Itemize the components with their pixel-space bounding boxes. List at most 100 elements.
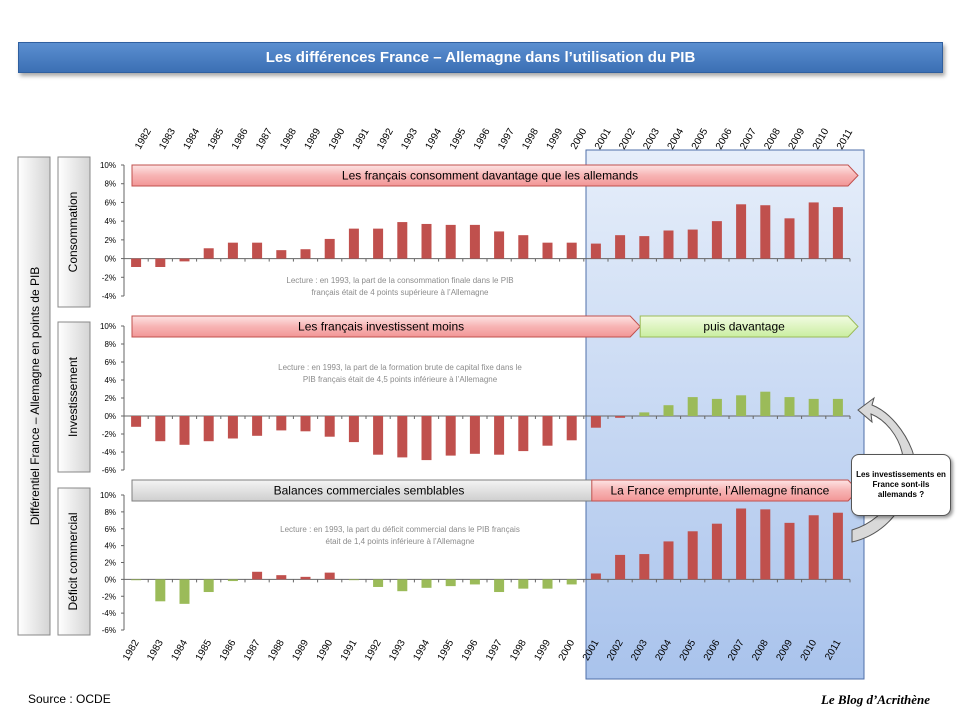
bar <box>687 397 698 416</box>
highlight-region <box>585 149 865 680</box>
bar <box>711 523 722 580</box>
annotation-text: était de 1,4 points inférieure à l’Allem… <box>326 537 476 546</box>
bar <box>518 579 529 589</box>
panel-label: Consommation <box>66 192 80 273</box>
y-tick-label: 8% <box>104 180 116 189</box>
x-tick-label: 1992 <box>375 126 396 151</box>
bar <box>784 218 795 259</box>
x-tick-label: 2003 <box>641 126 662 151</box>
ylabel: Différentiel France – Allemagne en point… <box>28 267 42 526</box>
panel-3: Déficit commercial 10% 8% 6% 4% 2% 0% -2% -4% -6%… <box>57 479 859 636</box>
y-tick-label: -2% <box>102 430 116 439</box>
bar <box>760 205 771 259</box>
bar <box>348 579 359 581</box>
bar <box>252 571 263 580</box>
x-tick-label: 1996 <box>460 638 481 663</box>
y-tick-label: 10% <box>100 161 116 170</box>
y-tick-label: 6% <box>104 198 116 207</box>
bar <box>421 416 432 461</box>
bar <box>639 412 650 416</box>
bar <box>687 229 698 259</box>
y-tick-label: 2% <box>104 394 116 403</box>
bar <box>324 572 335 580</box>
bar <box>615 416 626 418</box>
bar <box>469 224 480 259</box>
bar <box>687 531 698 580</box>
bar <box>227 242 238 259</box>
bar <box>663 230 674 259</box>
y-tick-label: -4% <box>102 292 116 301</box>
x-tick-label: 1997 <box>496 126 517 151</box>
bar <box>179 416 190 445</box>
x-tick-label: 1999 <box>532 638 553 663</box>
bar <box>615 554 626 580</box>
x-tick-label: 1993 <box>399 126 420 151</box>
banner-label: Balances commerciales semblables <box>274 484 465 498</box>
x-tick-label: 1994 <box>424 126 445 151</box>
y-tick-label: 8% <box>104 508 116 517</box>
bar <box>203 416 214 442</box>
bar <box>276 416 287 431</box>
bar <box>566 242 577 259</box>
x-tick-label: 1995 <box>436 638 457 663</box>
bar <box>542 242 553 259</box>
bar <box>445 579 456 587</box>
panel-1: Consommation 10% 8% 6% 4% 2% 0% -2% -4% Les franç… <box>57 156 859 308</box>
bar <box>518 235 529 259</box>
x-tick-label: 2010 <box>811 126 832 151</box>
x-tick-label: 1985 <box>206 126 227 151</box>
bar <box>590 573 601 580</box>
x-tick-label: 1998 <box>520 126 541 151</box>
bar <box>445 224 456 259</box>
y-tick-label: 0% <box>104 412 116 421</box>
x-tick-label: 1988 <box>266 638 287 663</box>
banner-label: Les français investissent moins <box>298 320 464 334</box>
x-tick-label: 1991 <box>351 126 372 151</box>
x-tick-label: 2009 <box>787 126 808 151</box>
x-tick-label: 1999 <box>545 126 566 151</box>
y-tick-label: -6% <box>102 466 116 475</box>
x-tick-label: 1990 <box>315 638 336 663</box>
bar <box>421 579 432 588</box>
bar <box>590 243 601 259</box>
bar <box>808 398 819 416</box>
bar <box>711 221 722 259</box>
annotation-text: Lecture : en 1993, la part de la formati… <box>278 363 522 372</box>
bar <box>203 579 214 593</box>
bar <box>397 416 408 458</box>
x-tick-label: 1982 <box>133 126 154 151</box>
y-tick-label: 4% <box>104 542 116 551</box>
bar <box>711 398 722 416</box>
y-tick-label: 4% <box>104 217 116 226</box>
bar <box>518 416 529 452</box>
bar <box>663 405 674 416</box>
banner-label: Les français consomment davantage que le… <box>342 169 638 183</box>
x-tick-label: 2011 <box>835 127 855 152</box>
bar <box>397 579 408 592</box>
ylabel-box <box>17 156 51 636</box>
x-tick-label: 1990 <box>327 126 348 151</box>
bar <box>324 238 335 259</box>
y-tick-label: 2% <box>104 559 116 568</box>
x-tick-label: 2004 <box>666 126 687 151</box>
x-tick-label: 1989 <box>303 126 324 151</box>
bar <box>784 522 795 580</box>
x-tick-label: 1983 <box>145 638 166 663</box>
bar <box>808 202 819 259</box>
annotation-text: Lecture : en 1993, la part de la consomm… <box>286 276 513 285</box>
y-tick-label: 10% <box>100 491 116 500</box>
banner-arrow <box>131 164 859 187</box>
x-tick-label: 2002 <box>617 126 638 151</box>
bar <box>760 391 771 416</box>
y-tick-label: 0% <box>104 575 116 584</box>
x-tick-label: 1994 <box>411 638 432 663</box>
bar <box>469 579 480 585</box>
x-tick-label: 1988 <box>278 126 299 151</box>
x-tick-label: 1993 <box>387 638 408 663</box>
x-tick-label: 1991 <box>339 638 360 663</box>
bar <box>179 258 190 262</box>
bar <box>252 242 263 259</box>
bar <box>324 416 335 437</box>
x-tick-label: 2007 <box>738 126 759 151</box>
bar <box>469 416 480 454</box>
